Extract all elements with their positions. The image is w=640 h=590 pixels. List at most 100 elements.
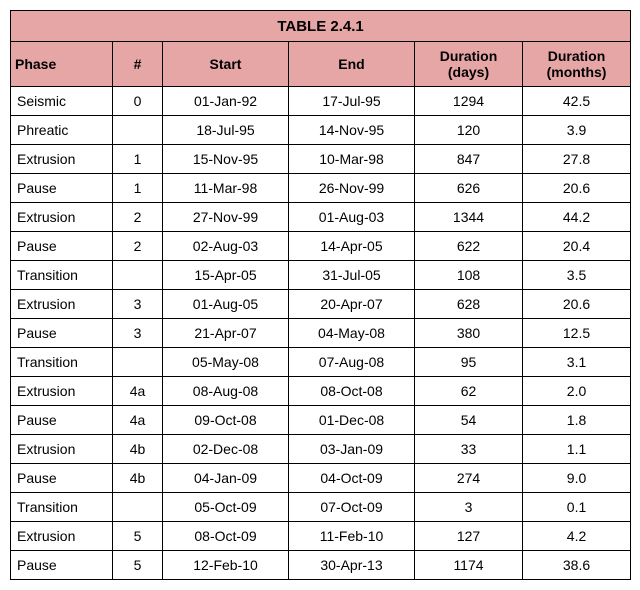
table-cell: 01-Dec-08 <box>289 406 415 435</box>
table-cell: 108 <box>415 261 523 290</box>
table-cell <box>113 116 163 145</box>
header-phase: Phase <box>11 42 113 87</box>
table-row: Extrusion508-Oct-0911-Feb-101274.2 <box>11 522 631 551</box>
table-header-row: Phase # Start End Duration (days) Durati… <box>11 42 631 87</box>
table-cell: 02-Aug-03 <box>163 232 289 261</box>
table-cell: 4a <box>113 406 163 435</box>
table-cell: 120 <box>415 116 523 145</box>
table-cell: Phreatic <box>11 116 113 145</box>
table-cell: 10-Mar-98 <box>289 145 415 174</box>
table-cell: 54 <box>415 406 523 435</box>
table-row: Pause512-Feb-1030-Apr-13117438.6 <box>11 551 631 580</box>
table-cell: 01-Aug-05 <box>163 290 289 319</box>
table-row: Seismic001-Jan-9217-Jul-95129442.5 <box>11 87 631 116</box>
table-cell: 380 <box>415 319 523 348</box>
table-cell: Extrusion <box>11 145 113 174</box>
table-row: Transition05-Oct-0907-Oct-0930.1 <box>11 493 631 522</box>
table-cell: 1294 <box>415 87 523 116</box>
table-cell: 4b <box>113 464 163 493</box>
table-cell: 15-Nov-95 <box>163 145 289 174</box>
table-cell: 1174 <box>415 551 523 580</box>
table-row: Pause4a09-Oct-0801-Dec-08541.8 <box>11 406 631 435</box>
header-months: Duration (months) <box>523 42 631 87</box>
table-cell: 09-Oct-08 <box>163 406 289 435</box>
table-cell: 31-Jul-05 <box>289 261 415 290</box>
table-cell: 04-Jan-09 <box>163 464 289 493</box>
table-cell: Extrusion <box>11 290 113 319</box>
table-cell: 4b <box>113 435 163 464</box>
table-cell: 44.2 <box>523 203 631 232</box>
table-title: TABLE 2.4.1 <box>11 11 631 42</box>
table-cell: 0.1 <box>523 493 631 522</box>
table-cell: 01-Jan-92 <box>163 87 289 116</box>
phase-table: TABLE 2.4.1 Phase # Start End Duration (… <box>10 10 631 580</box>
table-cell: 20.6 <box>523 290 631 319</box>
table-cell: 2 <box>113 232 163 261</box>
table-cell: 1.1 <box>523 435 631 464</box>
table-cell: 62 <box>415 377 523 406</box>
table-cell: 21-Apr-07 <box>163 319 289 348</box>
table-cell: 18-Jul-95 <box>163 116 289 145</box>
table-cell: Pause <box>11 319 113 348</box>
table-cell: 3.9 <box>523 116 631 145</box>
header-start: Start <box>163 42 289 87</box>
table-cell: Pause <box>11 174 113 203</box>
table-cell: 1344 <box>415 203 523 232</box>
table-cell: 08-Aug-08 <box>163 377 289 406</box>
table-cell: 11-Mar-98 <box>163 174 289 203</box>
table-cell: 628 <box>415 290 523 319</box>
table-row: Extrusion115-Nov-9510-Mar-9884727.8 <box>11 145 631 174</box>
table-cell: 2 <box>113 203 163 232</box>
header-end: End <box>289 42 415 87</box>
table-cell: Pause <box>11 406 113 435</box>
table-cell: 4a <box>113 377 163 406</box>
table-cell: Transition <box>11 261 113 290</box>
table-body: Seismic001-Jan-9217-Jul-95129442.5Phreat… <box>11 87 631 580</box>
table-cell: 5 <box>113 551 163 580</box>
table-cell: 1.8 <box>523 406 631 435</box>
table-cell: Transition <box>11 348 113 377</box>
table-cell: 08-Oct-08 <box>289 377 415 406</box>
table-cell: 26-Nov-99 <box>289 174 415 203</box>
table-cell: 07-Oct-09 <box>289 493 415 522</box>
table-cell: 3.5 <box>523 261 631 290</box>
table-cell: 15-Apr-05 <box>163 261 289 290</box>
table-cell: Extrusion <box>11 435 113 464</box>
table-row: Extrusion301-Aug-0520-Apr-0762820.6 <box>11 290 631 319</box>
table-cell <box>113 261 163 290</box>
table-cell: 622 <box>415 232 523 261</box>
table-cell: 01-Aug-03 <box>289 203 415 232</box>
table-cell: Extrusion <box>11 377 113 406</box>
table-cell: 42.5 <box>523 87 631 116</box>
table-cell: 02-Dec-08 <box>163 435 289 464</box>
table-row: Pause111-Mar-9826-Nov-9962620.6 <box>11 174 631 203</box>
table-cell: 17-Jul-95 <box>289 87 415 116</box>
header-days: Duration (days) <box>415 42 523 87</box>
table-cell <box>113 493 163 522</box>
table-cell: Pause <box>11 232 113 261</box>
table-cell: 9.0 <box>523 464 631 493</box>
table-cell: 38.6 <box>523 551 631 580</box>
table-row: Pause4b04-Jan-0904-Oct-092749.0 <box>11 464 631 493</box>
table-cell: Extrusion <box>11 522 113 551</box>
table-cell: 3 <box>113 290 163 319</box>
table-title-row: TABLE 2.4.1 <box>11 11 631 42</box>
table-cell: 08-Oct-09 <box>163 522 289 551</box>
table-cell: 3 <box>113 319 163 348</box>
table-row: Pause202-Aug-0314-Apr-0562220.4 <box>11 232 631 261</box>
table-cell: 4.2 <box>523 522 631 551</box>
table-cell: 1 <box>113 145 163 174</box>
table-row: Transition05-May-0807-Aug-08953.1 <box>11 348 631 377</box>
table-cell: 14-Nov-95 <box>289 116 415 145</box>
table-cell: 30-Apr-13 <box>289 551 415 580</box>
table-cell: 27-Nov-99 <box>163 203 289 232</box>
table-row: Transition 15-Apr-0531-Jul-051083.5 <box>11 261 631 290</box>
table-cell: 12.5 <box>523 319 631 348</box>
table-cell <box>113 348 163 377</box>
header-num: # <box>113 42 163 87</box>
table-cell: 04-May-08 <box>289 319 415 348</box>
table-row: Phreatic 18-Jul-9514-Nov-951203.9 <box>11 116 631 145</box>
table-cell: 2.0 <box>523 377 631 406</box>
table-cell: 20.4 <box>523 232 631 261</box>
table-cell: 626 <box>415 174 523 203</box>
